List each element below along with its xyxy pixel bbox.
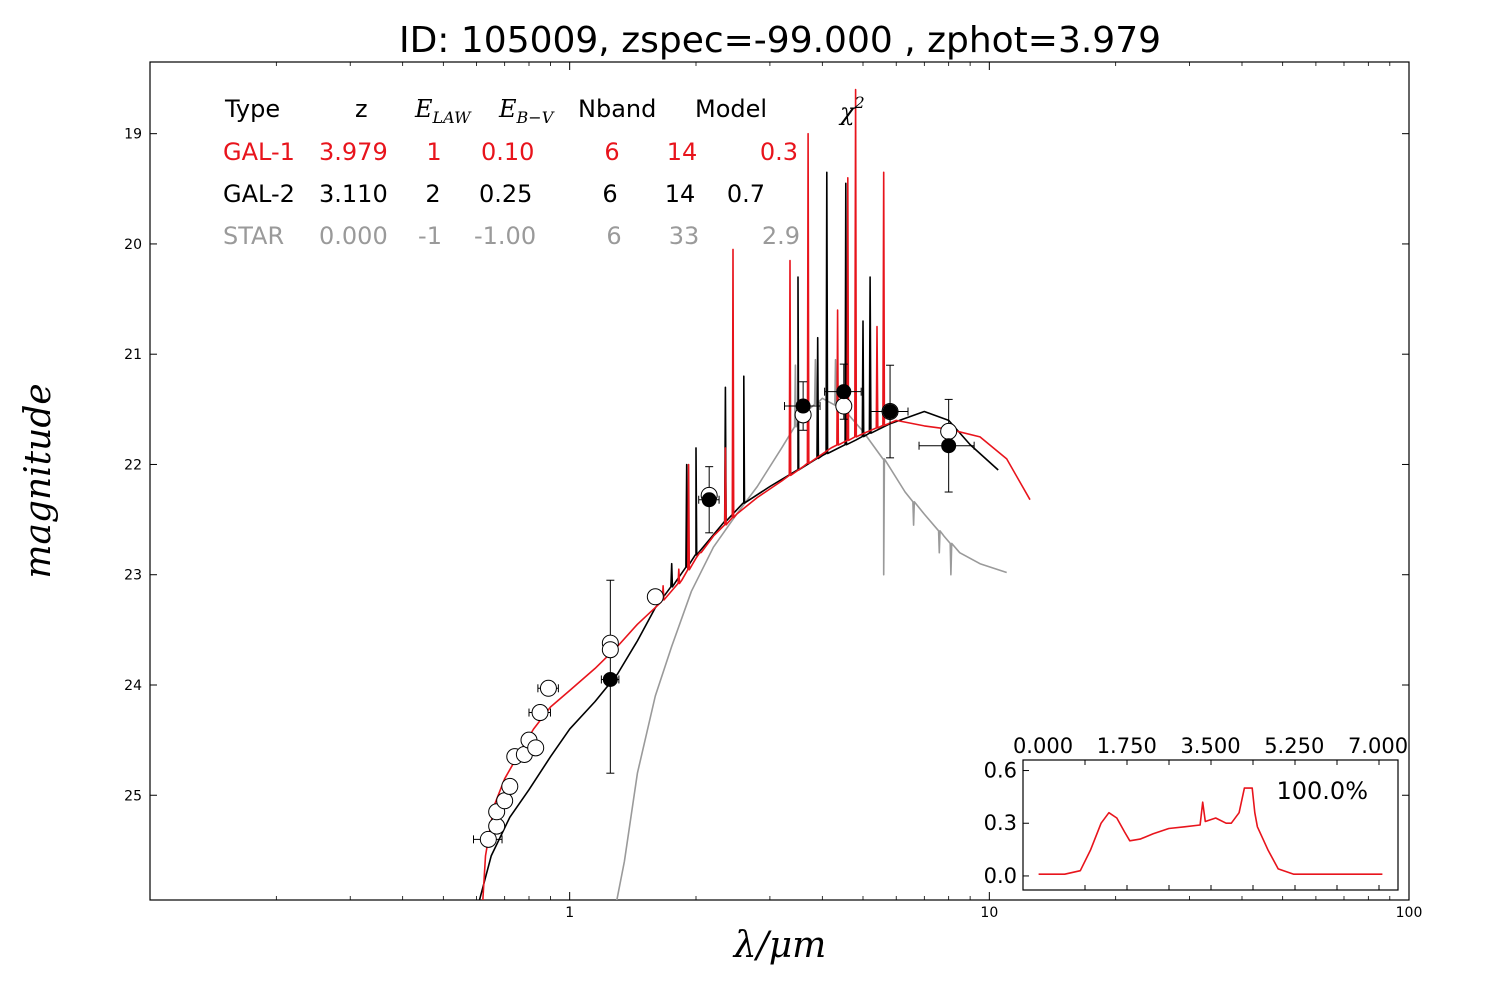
- model-flux-marker: [835, 397, 853, 415]
- inset-top-tick-label: 1.750: [1097, 734, 1157, 758]
- y-tick-label: 22: [124, 457, 142, 473]
- observed-flux-marker: [701, 492, 717, 508]
- model-flux-marker: [601, 641, 619, 659]
- row-star-elaw: -1: [418, 222, 442, 250]
- x-tick-label: 10: [980, 905, 998, 921]
- header-type: Type: [224, 95, 280, 123]
- inset-annotation: 100.0%: [1276, 777, 1368, 805]
- row-star-z: 0.000: [319, 222, 388, 250]
- row-star-nband: 6: [606, 222, 621, 250]
- model-flux-marker: [488, 817, 506, 835]
- row-gal1-z: 3.979: [319, 138, 388, 166]
- redshift-pdf-inset: 0.000 1.750 3.500 5.250 7.000 0.0 0.3 0.6 100.0…: [984, 734, 1408, 891]
- row-gal2-model: 14: [665, 180, 696, 208]
- row-gal1-model: 14: [667, 138, 698, 166]
- series-line-gal-1: [482, 88, 1031, 900]
- row-gal2-ebv: 0.25: [479, 180, 532, 208]
- model-flux-marker: [479, 830, 497, 848]
- header-nband: Nband: [578, 95, 656, 123]
- plot-frame: [149, 61, 1410, 901]
- inset-top-tick-label: 3.500: [1180, 734, 1240, 758]
- observed-flux-marker: [836, 384, 852, 400]
- inset-ticks: 0.000 1.750 3.500 5.250 7.000 0.0 0.3 0.6: [984, 734, 1408, 890]
- row-gal1-ebv: 0.10: [481, 138, 534, 166]
- chart-title: ID: 105009, zspec=-99.000 , zphot=3.979: [399, 20, 1161, 61]
- y-tick-label: 25: [124, 788, 142, 804]
- model-flux-marker: [531, 704, 549, 722]
- row-star-type: STAR: [223, 222, 284, 250]
- inset-y-tick-label: 0.3: [984, 811, 1017, 835]
- model-flux-marker: [940, 422, 958, 440]
- y-tick-label: 21: [124, 347, 142, 363]
- observed-flux-marker: [941, 438, 957, 454]
- y-tick-label: 23: [124, 568, 142, 584]
- row-gal1-elaw: 1: [426, 138, 441, 166]
- header-ebv: EB−V: [498, 95, 555, 127]
- model-flux-marker: [539, 679, 557, 697]
- inset-y-tick-label: 0.6: [984, 759, 1017, 783]
- header-elaw: ELAW: [414, 95, 472, 127]
- model-flux-marker: [496, 792, 514, 810]
- observed-flux-marker: [882, 404, 898, 420]
- observed-flux-marker: [602, 671, 618, 687]
- x-tick-label: 100: [1396, 905, 1423, 921]
- row-star-chi2: 2.9: [762, 222, 800, 250]
- y-tick-label: 24: [124, 678, 142, 694]
- inset-top-tick-label: 0.000: [1013, 734, 1073, 758]
- row-star-ebv: -1.00: [474, 222, 536, 250]
- inset-top-tick-label: 5.250: [1264, 734, 1324, 758]
- y-tick-label: 20: [124, 237, 142, 253]
- header-z: z: [355, 95, 368, 123]
- inset-pdf-line: [1038, 787, 1383, 875]
- observed-flux-marker: [795, 398, 811, 414]
- model-flux-marker: [646, 588, 664, 606]
- header-model: Model: [695, 95, 767, 123]
- header-chi2: χ2: [838, 93, 865, 126]
- y-axis-label: magnitude: [18, 383, 59, 578]
- row-gal2: GAL-2 3.110 2 0.25 6 14 0.7: [223, 180, 765, 208]
- row-gal2-elaw: 2: [425, 180, 440, 208]
- model-flux-marker: [501, 777, 519, 795]
- row-gal1: GAL-1 3.979 1 0.10 6 14 0.3: [223, 138, 798, 166]
- fit-summary-table: Type z ELAW EB−V Nband Model χ2 GAL-1 3.…: [223, 93, 865, 250]
- row-gal2-nband: 6: [602, 180, 617, 208]
- y-tick-label: 19: [124, 127, 142, 143]
- row-gal2-chi2: 0.7: [727, 180, 765, 208]
- row-gal2-type: GAL-2: [223, 180, 295, 208]
- row-star-model: 33: [669, 222, 700, 250]
- model-flux-marker: [527, 739, 545, 757]
- x-tick-label: 1: [565, 905, 574, 921]
- row-star: STAR 0.000 -1 -1.00 6 33 2.9: [223, 222, 800, 250]
- inset-top-tick-label: 7.000: [1348, 734, 1408, 758]
- model-spectra: [478, 88, 1031, 900]
- x-axis-label: λ/μm: [732, 925, 826, 966]
- row-gal1-chi2: 0.3: [760, 138, 798, 166]
- x-axis-ticks: 1 10 100: [275, 62, 1423, 921]
- row-gal2-z: 3.110: [319, 180, 388, 208]
- photometry-points: [473, 363, 975, 848]
- inset-y-tick-label: 0.0: [984, 864, 1017, 888]
- inset-pdf-curve: [1038, 787, 1383, 875]
- row-gal1-type: GAL-1: [223, 138, 295, 166]
- series-line-gal-2: [478, 171, 999, 900]
- row-gal1-nband: 6: [604, 138, 619, 166]
